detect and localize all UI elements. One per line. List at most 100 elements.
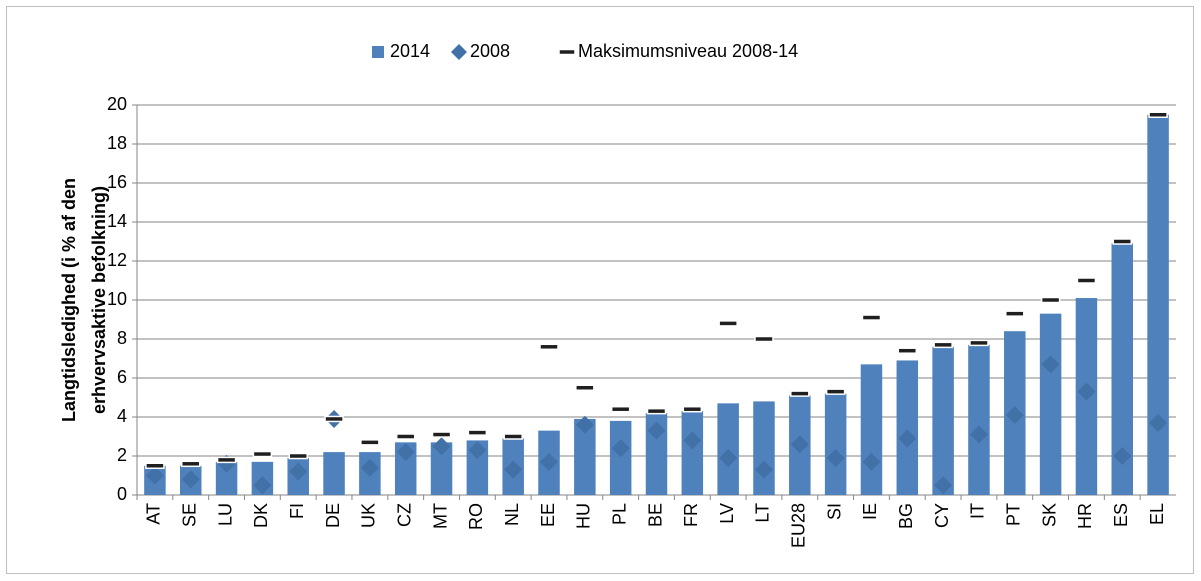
legend-swatch: [558, 48, 576, 56]
max-marker: [252, 450, 273, 458]
max-marker: [575, 384, 595, 391]
x-tick-label: DE: [323, 503, 343, 528]
x-tick-label: SE: [179, 503, 199, 527]
x-tick-label: HR: [1075, 503, 1095, 529]
x-tick-label: UK: [359, 503, 379, 528]
bar: [574, 418, 596, 495]
max-marker: [216, 456, 237, 464]
y-tick-label: 18: [107, 133, 127, 153]
max-marker: [1076, 277, 1097, 284]
diamond-marker: [683, 431, 702, 450]
diamond-marker: [969, 425, 988, 444]
bar: [1039, 313, 1062, 495]
diamond-marker: [898, 429, 917, 448]
max-marker: [288, 452, 308, 460]
diamond-marker: [862, 452, 881, 471]
diamond-marker: [1005, 406, 1024, 425]
diamond-marker: [396, 443, 415, 462]
y-tick-label: 10: [107, 289, 127, 309]
max-marker: [825, 388, 846, 395]
x-tick-label: SI: [824, 503, 844, 520]
x-tick-label: FI: [287, 503, 307, 519]
diamond-marker: [575, 415, 594, 434]
diamond-marker: [540, 452, 559, 471]
y-tick-label: 2: [117, 445, 127, 465]
max-marker: [360, 439, 380, 446]
bar: [860, 364, 883, 495]
diamond-marker: [1041, 355, 1060, 374]
x-tick-label: BG: [896, 503, 916, 529]
bar: [896, 360, 919, 495]
diamond-marker: [145, 466, 164, 485]
y-tick-label: 20: [107, 94, 127, 114]
legend-label: 2008: [470, 41, 510, 61]
bar: [430, 442, 453, 495]
chart-frame: [6, 6, 1194, 574]
x-tick-label: CZ: [394, 503, 414, 527]
x-tick-label: CY: [932, 503, 952, 528]
max-marker: [718, 320, 738, 327]
y-tick-label: 8: [117, 328, 127, 348]
x-tick-label: EU28: [789, 503, 809, 548]
bar: [466, 440, 489, 495]
diamond-marker: [181, 470, 200, 489]
diamond-marker: [719, 448, 738, 467]
max-marker: [1112, 238, 1133, 245]
x-tick-label: FR: [681, 503, 701, 527]
max-marker: [754, 335, 774, 343]
max-marker: [646, 407, 667, 415]
diamond-marker: [1113, 447, 1132, 465]
max-marker: [933, 341, 953, 349]
y-tick-label: 16: [107, 172, 127, 192]
max-marker: [503, 433, 523, 440]
x-tick-label: ES: [1111, 503, 1131, 527]
x-tick-label: IE: [860, 503, 880, 520]
y-tick-label: 6: [117, 367, 127, 387]
legend-swatch: [372, 46, 384, 58]
bar: [609, 420, 632, 495]
max-marker: [145, 462, 165, 469]
max-marker: [467, 429, 488, 436]
bar: [323, 452, 345, 495]
max-marker: [969, 339, 989, 347]
max-marker: [431, 431, 452, 438]
x-tick-label: AT: [144, 503, 164, 525]
diamond-marker: [360, 458, 379, 477]
bar: [681, 411, 704, 495]
max-marker: [324, 415, 344, 423]
bar: [1111, 243, 1134, 495]
bar: [215, 461, 238, 495]
max-marker: [1148, 111, 1168, 118]
diamond-marker: [934, 476, 953, 495]
diamond-marker: [1149, 413, 1168, 432]
x-tick-label: LT: [753, 503, 773, 523]
x-tick-label: PL: [609, 503, 629, 525]
x-tick-label: HU: [574, 503, 594, 529]
x-tick-label: DK: [251, 503, 271, 528]
x-tick-label: EL: [1147, 503, 1167, 525]
max-marker: [1040, 296, 1061, 304]
max-marker: [180, 460, 201, 468]
diamond-marker: [253, 476, 272, 495]
max-marker: [539, 343, 559, 351]
max-marker: [861, 314, 882, 321]
y-tick-label: 12: [107, 250, 127, 270]
y-axis-title-line: Langtidsledighed (i % af den: [59, 178, 79, 422]
diamond-marker: [504, 460, 523, 479]
diamond-marker: [289, 462, 308, 481]
y-tick-label: 0: [117, 484, 127, 504]
diamond-marker: [468, 441, 487, 460]
x-tick-label: NL: [502, 503, 522, 526]
max-marker: [1005, 310, 1025, 317]
max-marker: [897, 347, 918, 354]
x-tick-label: LU: [215, 503, 235, 526]
bar: [753, 401, 775, 495]
x-tick-label: PT: [1004, 503, 1024, 526]
diamond-marker: [826, 448, 845, 467]
legend-label: Maksimumsniveau 2008-14: [578, 41, 798, 61]
x-tick-label: RO: [466, 503, 486, 530]
bar: [932, 346, 954, 495]
y-axis-title: Langtidsledighed (i % af den erhvervsakt…: [59, 178, 109, 422]
y-axis-title-line: erhvervsaktive befolkning): [89, 186, 109, 414]
